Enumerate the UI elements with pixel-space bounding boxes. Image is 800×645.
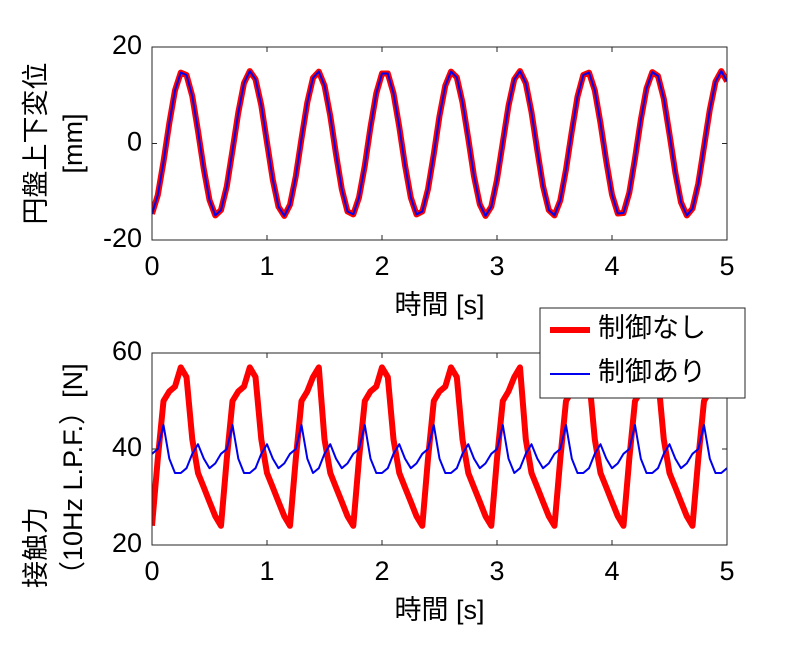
x-tick-label: 0 [144,556,159,586]
y-tick-label: 20 [112,30,142,60]
x-tick-label: 0 [144,251,159,281]
y-axis-label: （10Hz L.P.F.）[N] [58,363,88,588]
legend-box [539,307,746,399]
x-tick-label: 4 [604,251,619,281]
series-line [152,70,727,217]
y-axis-label: 円盤上下変位 [21,63,51,225]
x-tick-label: 5 [719,556,734,586]
plot-area [152,47,727,240]
y-tick-label: 40 [112,432,142,462]
x-axis-label: 時間 [s] [394,290,484,320]
x-tick-label: 5 [719,251,734,281]
x-tick-label: 2 [374,556,389,586]
x-tick-label: 4 [604,556,619,586]
legend-label: 制御あり [598,357,706,387]
x-tick-label: 3 [489,251,504,281]
y-axis-label: [mm] [58,114,88,174]
legend-label: 制御なし [598,313,706,343]
x-tick-label: 1 [259,556,274,586]
y-tick-label: 20 [112,528,142,558]
y-tick-label: 60 [112,336,142,366]
y-tick-label: 0 [127,127,142,157]
x-tick-label: 1 [259,251,274,281]
y-tick-label: -20 [103,223,142,253]
x-tick-label: 3 [489,556,504,586]
x-axis-label: 時間 [s] [394,595,484,625]
series-line [152,424,727,474]
y-axis-label: 接触力 [21,507,51,588]
x-tick-label: 2 [374,251,389,281]
